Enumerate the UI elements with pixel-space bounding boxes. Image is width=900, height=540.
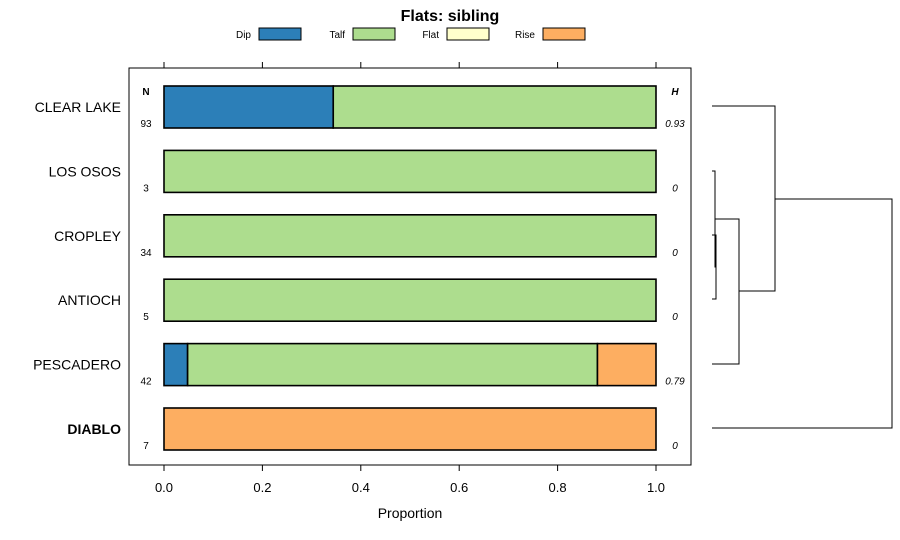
legend-label: Rise: [515, 30, 535, 41]
plot-panel: [128, 67, 692, 466]
bar-segment-rise: [596, 342, 657, 387]
n-value: 42: [140, 377, 152, 388]
x-tick-label: 0.6: [450, 480, 468, 495]
legend-swatch-dip: [258, 27, 302, 41]
n-value: 93: [140, 119, 152, 130]
x-tick-label: 1.0: [647, 480, 665, 495]
row-label: CLEAR LAKE: [35, 99, 121, 115]
row-label: LOS OSOS: [49, 163, 121, 179]
bar-segment-dip: [163, 342, 189, 387]
h-value: 0: [672, 248, 678, 259]
h-value: 0: [672, 312, 678, 323]
x-tick-label: 0.4: [352, 480, 370, 495]
h-header: H: [671, 87, 679, 98]
row-labels: CLEAR LAKE LOS OSOS CROPLEY ANTIOCH PESCADER…: [33, 99, 122, 437]
n-header: N: [142, 87, 149, 98]
h-value: 0: [672, 441, 678, 452]
legend-swatch-rise: [542, 27, 586, 41]
x-tick-label: 0.2: [253, 480, 271, 495]
bar-segment-dip: [163, 85, 335, 129]
row-label: CROPLEY: [54, 228, 122, 244]
chart-title: Flats: sibling: [401, 8, 500, 25]
row-label: ANTIOCH: [58, 292, 121, 308]
row-label: DIABLO: [67, 421, 121, 437]
legend-label: Flat: [422, 30, 439, 41]
dendrogram-branch: [712, 105, 776, 292]
bar-segment-talf: [332, 85, 657, 129]
legend-swatch-flat: [446, 27, 490, 41]
axes: 0.0 0.2 0.4 0.6 0.8 1.0: [155, 62, 665, 495]
n-value: 5: [143, 312, 149, 323]
legend-swatch-talf: [352, 27, 396, 41]
bar-segment-talf: [163, 278, 657, 323]
x-tick-label: 0.0: [155, 480, 173, 495]
n-value: 3: [143, 183, 149, 194]
legend-label: Talf: [329, 30, 345, 41]
h-value: 0.79: [665, 377, 685, 388]
dendrogram: [712, 105, 893, 429]
bar-segment-rise: [163, 407, 657, 451]
bars: [163, 85, 657, 451]
n-value: 34: [140, 248, 152, 259]
bar-segment-talf: [163, 149, 657, 194]
row-label: PESCADERO: [33, 357, 121, 373]
bar-segment-talf: [163, 214, 657, 258]
n-value: 7: [143, 441, 149, 452]
x-axis-label: Proportion: [378, 505, 443, 521]
h-value: 0: [672, 183, 678, 194]
legend: Dip Talf Flat Rise: [236, 27, 586, 41]
h-value: 0.93: [665, 119, 685, 130]
bar-segment-talf: [186, 342, 599, 387]
legend-label: Dip: [236, 30, 251, 41]
dendrogram-branch: [712, 198, 893, 429]
side-labels: 93 0.93 3 0 34 0 5 0 42 0.79 7 0: [140, 119, 685, 452]
x-tick-label: 0.8: [549, 480, 567, 495]
